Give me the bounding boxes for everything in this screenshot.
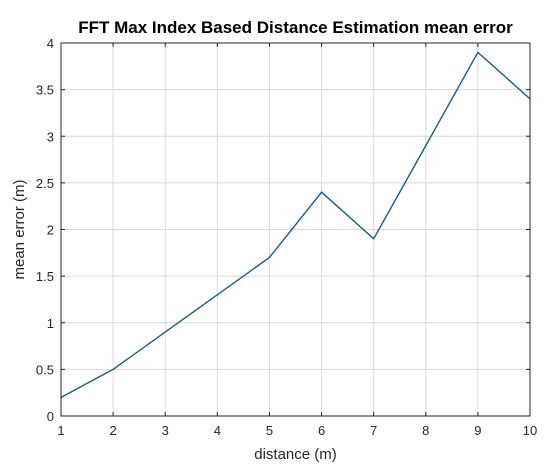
axis-ticks: 1 2 3 4 5 6 7 8 9 10 0 0.5 1 1.5 2 2.5 3 3.5 4 bbox=[36, 36, 537, 438]
x-tick-label: 3 bbox=[162, 423, 169, 438]
series-group bbox=[60, 51, 531, 399]
y-tick-label: 2.5 bbox=[36, 176, 54, 191]
y-tick-label: 3 bbox=[47, 129, 54, 144]
x-tick-label: 8 bbox=[422, 423, 429, 438]
x-tick-label: 10 bbox=[523, 423, 537, 438]
x-axis-label: distance (m) bbox=[254, 446, 337, 463]
y-tick-label: 1 bbox=[47, 316, 54, 331]
y-tick-label: 4 bbox=[47, 36, 54, 51]
x-tick-label: 5 bbox=[266, 423, 273, 438]
x-tick-label: 4 bbox=[214, 423, 221, 438]
y-tick-label: 0 bbox=[47, 409, 54, 424]
y-tick-label: 0.5 bbox=[36, 362, 54, 377]
y-tick-label: 3.5 bbox=[36, 83, 54, 98]
chart-title: FFT Max Index Based Distance Estimation … bbox=[78, 18, 513, 37]
x-tick-label: 2 bbox=[109, 423, 116, 438]
x-tick-label: 1 bbox=[57, 423, 64, 438]
series-line bbox=[60, 51, 531, 399]
x-tick-label: 7 bbox=[370, 423, 377, 438]
plot-frame bbox=[60, 42, 531, 417]
x-tick-label: 9 bbox=[474, 423, 481, 438]
y-axis-label: mean error (m) bbox=[11, 179, 28, 279]
x-tick-label: 6 bbox=[318, 423, 325, 438]
y-tick-label: 2 bbox=[47, 223, 54, 238]
y-tick-label: 1.5 bbox=[36, 269, 54, 284]
